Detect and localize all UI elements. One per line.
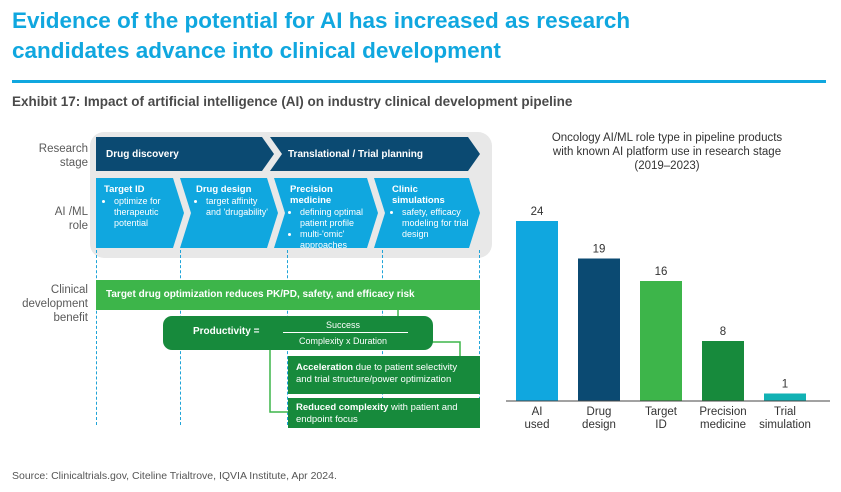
productivity-formula: Productivity = Success Complexity x Dura… [163,316,433,350]
category-label: Trial [774,406,796,418]
category-label: used [525,419,550,431]
chart-title: Oncology AI/ML role type in pipeline pro… [508,131,826,173]
guide-line [96,250,97,425]
bar [640,281,682,401]
row-label-line: Clinical [50,284,88,296]
role-title: Precision medicine [290,184,333,206]
role-bullet: safety, efficacy modeling for trial desi… [402,207,476,240]
category-label: medicine [700,419,746,431]
role-title: Target ID [104,184,145,195]
role-title: Drug design [196,184,252,195]
productivity-label: Productivity = [193,326,260,337]
chart-title-line: Oncology AI/ML role type in pipeline pro… [551,132,783,144]
fraction-bar [283,332,408,333]
bar [702,341,744,401]
data-label: 8 [720,326,726,338]
chart-title-line: with known AI platform use in research s… [552,146,782,158]
data-label: 1 [782,379,788,391]
stage-translational: Translational / Trial planning [270,137,480,171]
data-label: 19 [593,244,606,256]
bar [578,258,620,401]
stage-drug-discovery: Drug discovery [96,137,274,171]
role-bullet: multi-'omic' approaches [300,229,374,251]
category-label: AI [532,406,543,418]
role-precision-medicine: Precision medicine defining optimal pati… [274,178,378,248]
data-label: 16 [655,266,668,278]
row-label-ai-ml-role: AI /ML role [8,205,88,233]
category-label: simulation [759,419,811,431]
role-clinic-simulations: Clinic simulations safety, efficacy mode… [374,178,480,248]
exhibit-caption: Exhibit 17: Impact of artificial intelli… [12,94,573,109]
acceleration-bold: Acceleration [296,362,354,373]
role-drug-design: Drug design target affinity and 'drugabi… [180,178,278,248]
chart-title-line: (2019–2023) [634,160,700,172]
source-note: Source: Clinicaltrials.gov, Citeline Tri… [12,470,337,482]
bar [764,393,806,401]
category-label: Precision [699,406,746,418]
category-label: ID [655,419,667,431]
bar [516,221,558,401]
row-label-line: role [68,220,88,232]
benefit-target-optimization: Target drug optimization reduces PK/PD, … [96,280,480,310]
benefit-reduced-complexity: Reduced complexity with patient and endp… [288,398,480,428]
guide-line [479,250,480,425]
category-label: design [582,419,616,431]
role-bullet: defining optimal patient profile [300,207,374,229]
row-label-line: development [22,298,88,310]
data-label: 24 [531,206,544,218]
page-title: Evidence of the potential for AI has inc… [12,6,832,66]
row-label-research-stage: Research stage [8,142,88,170]
row-label-clinical-benefit: Clinical development benefit [8,283,88,325]
category-label: Drug [587,406,612,418]
productivity-numerator: Success [325,320,360,330]
productivity-denominator: Complexity x Duration [298,336,388,346]
row-label-line: Research [38,143,88,155]
role-bullet: target affinity and 'drugability' [206,196,274,218]
row-label-line: AI /ML [54,206,88,218]
role-bullet: optimize for therapeutic potential [114,196,180,229]
acceleration-text: due to patient selectivity and trial str… [296,362,458,385]
category-label: Target [645,406,678,418]
role-target-id: Target ID optimize for therapeutic poten… [96,178,184,248]
role-title: Clinic simulations [392,184,445,206]
title-line-2: candidates advance into clinical develop… [12,38,501,63]
title-divider [12,80,826,83]
title-line-1: Evidence of the potential for AI has inc… [12,8,631,33]
reduced-text: with patient and endpoint focus [296,402,458,425]
row-label-line: benefit [53,312,88,324]
row-label-line: stage [59,157,88,169]
reduced-bold: Reduced complexity [296,402,389,413]
benefit-acceleration: Acceleration due to patient selectivity … [288,356,480,394]
